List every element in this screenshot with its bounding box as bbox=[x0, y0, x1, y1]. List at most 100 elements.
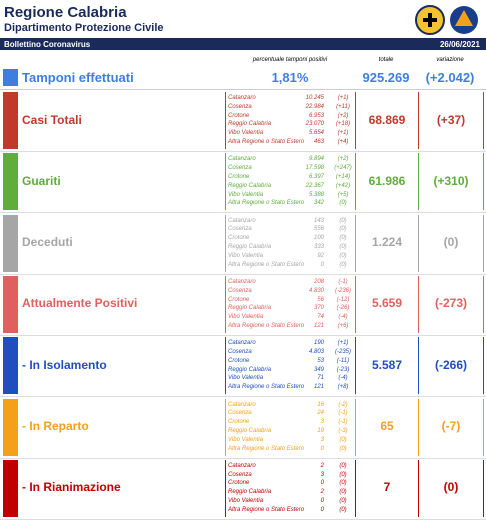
province-border bbox=[225, 459, 226, 517]
separator bbox=[0, 151, 486, 152]
province-value: 71 bbox=[317, 375, 324, 382]
province-name: Crotone bbox=[228, 173, 250, 180]
province-value: 16 bbox=[317, 401, 324, 408]
section-label: Guariti bbox=[22, 173, 61, 188]
separator bbox=[0, 396, 486, 398]
province-change: (0) bbox=[339, 217, 347, 224]
province-name: Vibo Valentia bbox=[228, 130, 264, 137]
province-name: Crotone bbox=[228, 357, 250, 364]
province-change: (-12) bbox=[336, 296, 350, 303]
province-value: 53 bbox=[317, 357, 324, 364]
province-name: Cosenza bbox=[228, 226, 252, 233]
province-change: (-26) bbox=[336, 305, 350, 312]
change-border bbox=[418, 398, 419, 456]
province-value: 2 bbox=[320, 489, 324, 496]
right-border bbox=[483, 337, 484, 395]
province-change: (-236) bbox=[334, 287, 351, 294]
section-marker bbox=[3, 153, 18, 211]
province-value: 5.388 bbox=[308, 191, 324, 198]
tamponi-label: Tamponi effettuati bbox=[22, 70, 134, 85]
province-value: 121 bbox=[313, 384, 324, 391]
province-name: Vibo Valentia bbox=[228, 314, 264, 321]
province-name: Reggio Calabria bbox=[228, 489, 272, 496]
change-border bbox=[418, 275, 419, 333]
separator bbox=[0, 89, 486, 90]
province-change: (+247) bbox=[334, 165, 352, 172]
province-name: Altra Regione o Stato Estero bbox=[228, 322, 305, 329]
province-value: 100 bbox=[313, 235, 324, 242]
province-name: Vibo Valentia bbox=[228, 436, 264, 443]
province-value: 349 bbox=[313, 366, 324, 373]
province-change: (0) bbox=[339, 226, 347, 233]
province-value: 0 bbox=[320, 445, 324, 452]
section-label: Attualmente Positivi bbox=[22, 296, 138, 311]
province-value: 23.070 bbox=[305, 121, 324, 128]
section-change: (+37) bbox=[436, 112, 466, 127]
section-marker bbox=[3, 398, 18, 456]
province-value: 2 bbox=[320, 462, 324, 469]
province-name: Catanzaro bbox=[228, 278, 256, 285]
section-marker bbox=[3, 459, 18, 517]
province-name: Crotone bbox=[228, 235, 250, 242]
right-border bbox=[483, 153, 484, 211]
section-total: 5.587 bbox=[371, 357, 403, 372]
separator bbox=[0, 457, 486, 459]
province-change: (0) bbox=[339, 498, 347, 504]
province-change: (+2) bbox=[337, 112, 349, 119]
province-change: (+11) bbox=[336, 103, 350, 110]
province-name: Altra Regione o Stato Estero bbox=[228, 506, 305, 513]
province-value: 556 bbox=[313, 226, 324, 233]
province-change: (-11) bbox=[336, 357, 350, 364]
province-name: Cosenza bbox=[228, 165, 252, 172]
province-change: (+1) bbox=[337, 340, 349, 347]
province-name: Altra Regione o Stato Estero bbox=[228, 445, 305, 452]
province-name: Vibo Valentia bbox=[228, 498, 264, 504]
province-name: Catanzaro bbox=[228, 217, 256, 224]
section-marker bbox=[3, 337, 18, 395]
separator bbox=[0, 334, 486, 336]
province-name: Cosenza bbox=[228, 349, 252, 355]
province-value: 0 bbox=[320, 506, 324, 513]
section-label: Casi Totali bbox=[22, 112, 82, 127]
province-name: Reggio Calabria bbox=[228, 366, 272, 373]
section-marker bbox=[3, 275, 18, 333]
province-change: (+8) bbox=[337, 384, 349, 391]
change-border bbox=[418, 214, 419, 272]
section-total: 5.659 bbox=[371, 296, 403, 311]
province-value: 4.803 bbox=[308, 349, 324, 355]
province-value: 24 bbox=[317, 410, 324, 417]
province-name: Reggio Calabria bbox=[228, 427, 272, 434]
section-change: (-273) bbox=[434, 296, 467, 311]
province-change: (0) bbox=[339, 436, 347, 443]
province-name: Catanzaro bbox=[228, 340, 256, 347]
province-value: 3 bbox=[320, 419, 324, 426]
subtitle: Dipartimento Protezione Civile bbox=[4, 22, 164, 34]
total-border bbox=[355, 92, 356, 149]
tamponi-marker bbox=[3, 69, 18, 86]
province-change: (-235) bbox=[334, 349, 351, 355]
tamponi-total: 925.269 bbox=[362, 70, 410, 85]
section-change: (-266) bbox=[434, 357, 467, 372]
change-border bbox=[418, 153, 419, 211]
province-name: Cosenza bbox=[228, 103, 252, 110]
province-border bbox=[225, 153, 226, 211]
province-name: Reggio Calabria bbox=[228, 121, 272, 128]
province-change: (-4) bbox=[338, 375, 348, 382]
province-change: (-3) bbox=[338, 427, 348, 434]
province-value: 6.397 bbox=[308, 173, 324, 180]
section-change: (0) bbox=[443, 480, 459, 495]
col-percent: percentuale tamponi positivi bbox=[252, 57, 328, 63]
section-label: - In Rianimazione bbox=[22, 480, 121, 495]
change-border bbox=[418, 337, 419, 395]
section-change: (0) bbox=[443, 235, 459, 250]
province-name: Cosenza bbox=[228, 287, 252, 294]
province-change: (-1) bbox=[338, 410, 348, 417]
tamponi-percent: 1,81% bbox=[271, 70, 309, 85]
province-name: Reggio Calabria bbox=[228, 244, 272, 250]
province-value: 22.367 bbox=[305, 182, 324, 189]
province-value: 5.654 bbox=[308, 130, 324, 137]
col-change: variazione bbox=[436, 57, 464, 63]
province-name: Altra Regione o Stato Estero bbox=[228, 139, 305, 145]
province-value: 56 bbox=[317, 296, 324, 303]
